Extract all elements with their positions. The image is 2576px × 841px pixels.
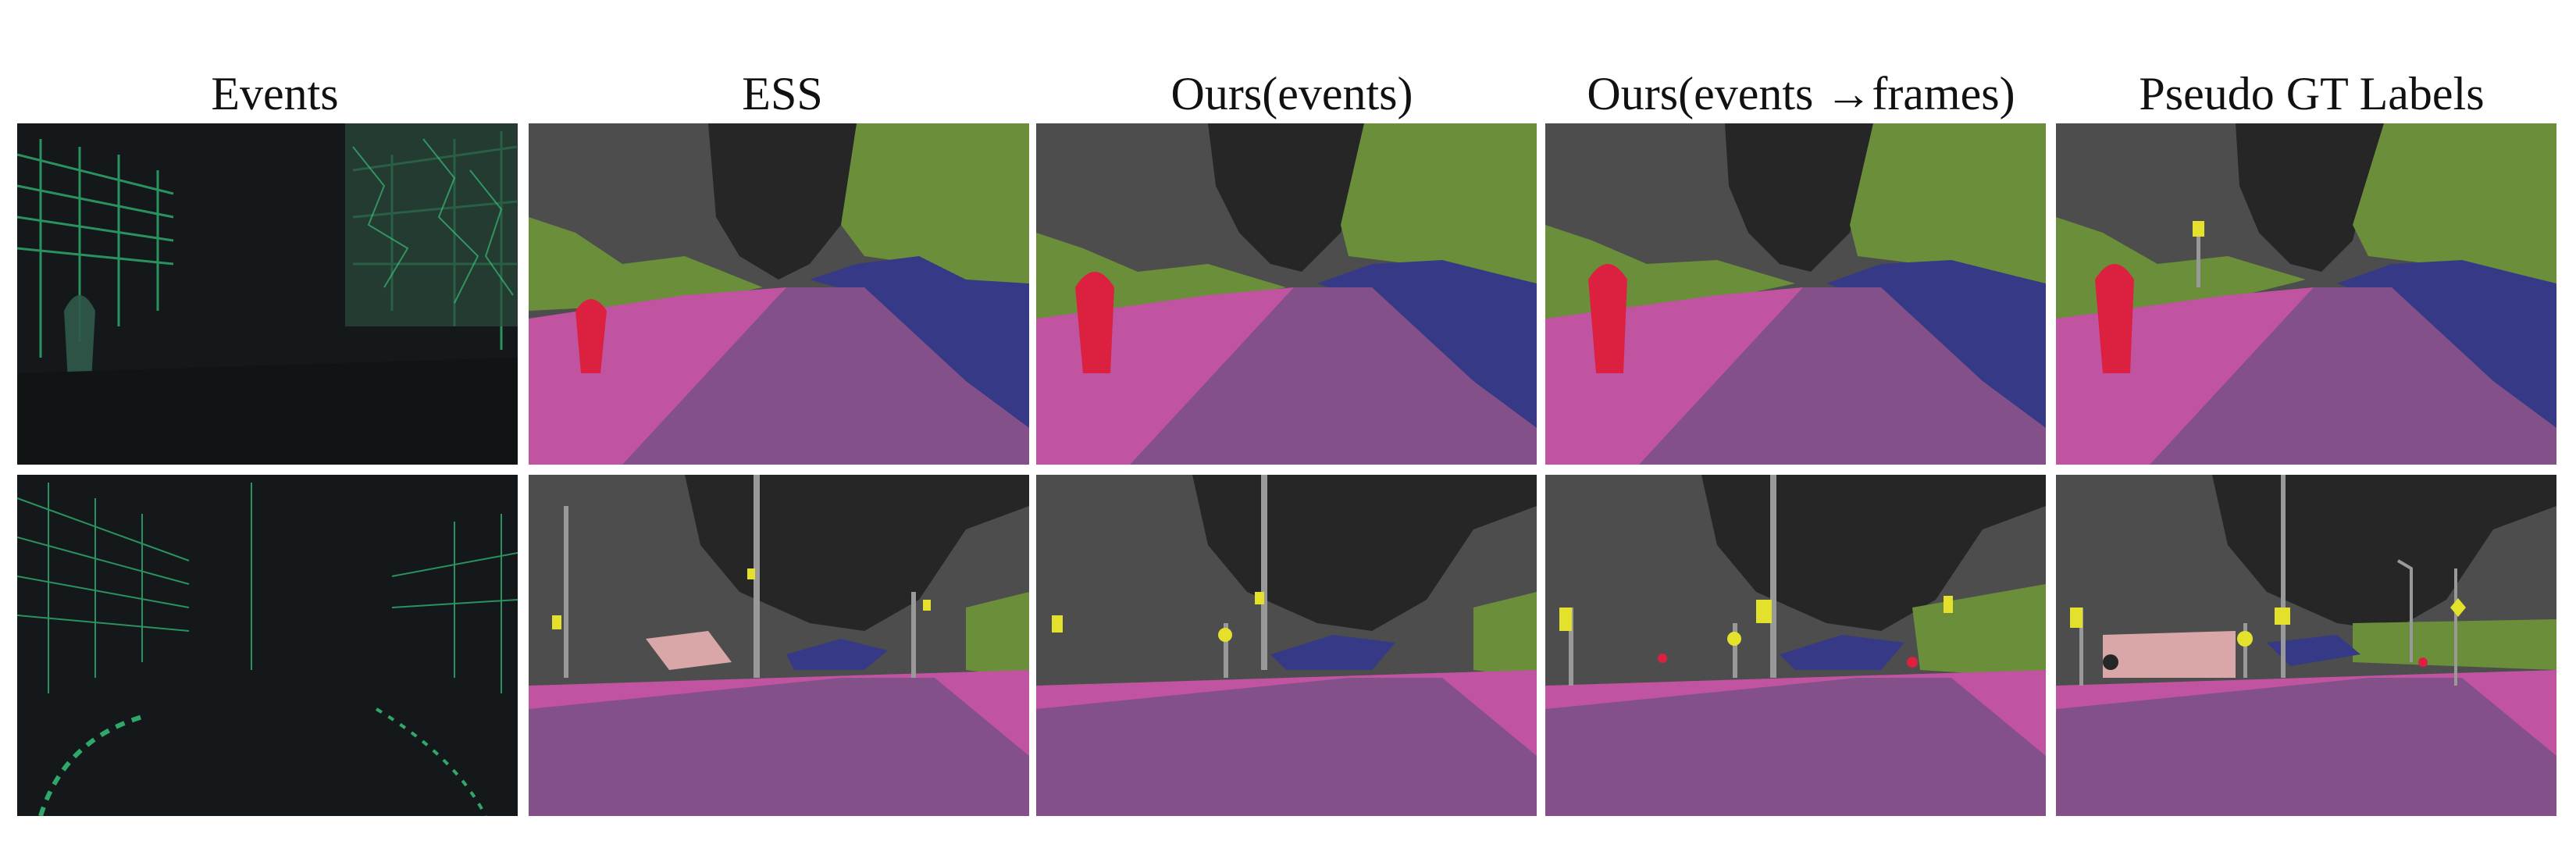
column-header-events: Events: [211, 68, 339, 119]
panel-row2-pseudo-gt: [2056, 475, 2556, 816]
column-header-ours-events-frames: Ours(events →frames): [1587, 68, 2015, 119]
panel-row1-ess: [529, 123, 1029, 465]
column-header-pseudo-gt: Pseudo GT Labels: [2139, 68, 2485, 119]
panel-row1-ours-events-frames: [1545, 123, 2046, 465]
panel-row2-ours-events-frames: [1545, 475, 2046, 816]
panel-row1-pseudo-gt: [2056, 123, 2556, 465]
panel-row2-events: [17, 475, 518, 816]
panel-row1-events: [17, 123, 518, 465]
column-header-ours-events: Ours(events): [1170, 68, 1413, 119]
panel-row1-ours-events: [1036, 123, 1537, 465]
column-header-ess: ESS: [742, 68, 823, 119]
panel-row2-ours-events: [1036, 475, 1537, 816]
panel-row2-ess: [529, 475, 1029, 816]
